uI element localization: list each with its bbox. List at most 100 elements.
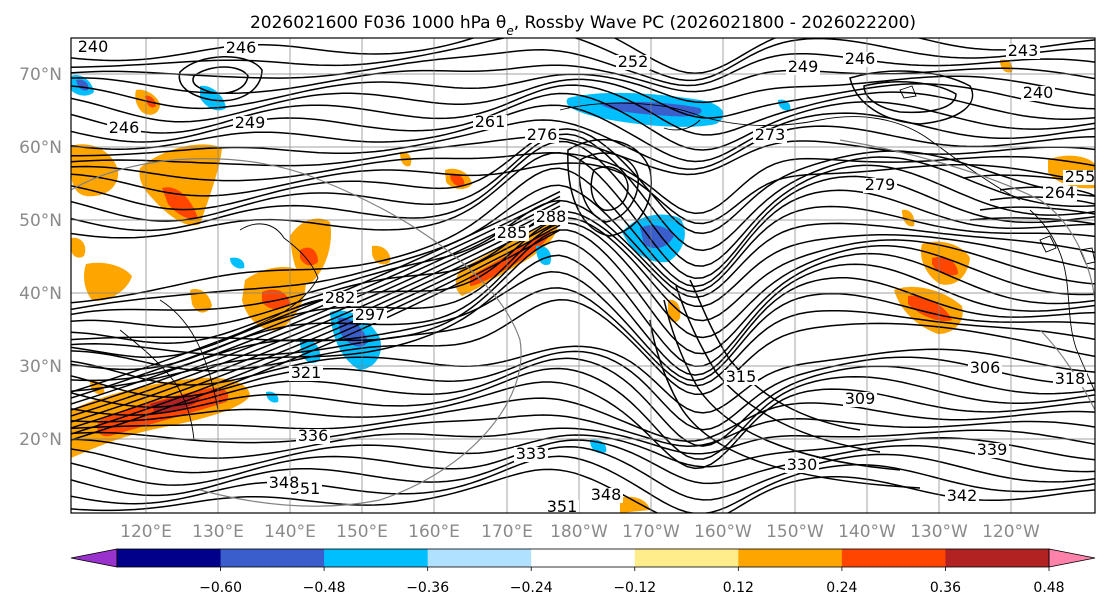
contour-label-bg (724, 370, 758, 385)
contour-label: 249 (788, 57, 819, 76)
contour-label: 309 (845, 389, 876, 408)
jet-contour (71, 224, 561, 435)
contour-label-bg (843, 52, 877, 67)
contour-line (71, 427, 1095, 459)
contour-line (71, 49, 1095, 87)
contour-line (71, 151, 1095, 280)
longitude-label: 140°W (838, 522, 896, 542)
contour-label: 348 (269, 473, 300, 492)
jet-contour (71, 190, 561, 393)
latitude-label: 70°N (19, 65, 62, 85)
longitude-labels: 120°E 130°E 140°E 150°E 160°E 170°E 180°W 170°W… (120, 522, 1040, 542)
contour-line (71, 152, 1095, 215)
contour-label: 348 (591, 485, 622, 504)
colorbar-tick-label: 0.12 (723, 580, 754, 596)
contour-label-bg (1043, 186, 1077, 201)
contour-label: 252 (618, 52, 649, 71)
contour-line (71, 350, 1095, 431)
contour-label-bg (1006, 44, 1040, 59)
contour-label-bg (1021, 86, 1055, 101)
contour-line (71, 119, 1095, 170)
contour-label: 318 (1055, 369, 1086, 388)
longitude-label: 130°W (910, 522, 968, 542)
contour-line (71, 287, 1095, 387)
colorbar-segment (738, 549, 843, 567)
colorbar: −0.60 −0.48 −0.36 −0.24 −0.12 0.12 0.24 0.36 0.4… (70, 548, 1096, 596)
jet-contour (71, 200, 561, 405)
contour-label: 264 (1045, 183, 1076, 202)
colorbar-segment (427, 549, 532, 567)
latitude-label: 60°N (19, 138, 62, 158)
contour-line (71, 445, 1095, 501)
jet-contour (71, 219, 561, 429)
longitude-label: 120°E (120, 522, 172, 542)
contour-label-bg (545, 500, 579, 513)
colorbar-tick-label: 0.24 (826, 580, 857, 596)
contour-label-bg (514, 447, 548, 462)
latitude-label: 20°N (19, 430, 62, 450)
jet-contour (71, 210, 561, 417)
contour-line (71, 167, 1095, 304)
contour-label-bg (224, 41, 258, 56)
longitude-label: 170°E (481, 522, 533, 542)
contour-label-bg (525, 128, 559, 143)
contour-label: 240 (78, 37, 109, 56)
colorbar-tick-label: −0.48 (303, 580, 346, 596)
colorbar-extend-max (1048, 548, 1096, 568)
contour-label-bg (296, 429, 330, 444)
contour-label: 288 (536, 207, 567, 226)
latitude-label: 50°N (19, 211, 62, 231)
colorbar-extend-min (70, 548, 118, 568)
map-panel: 240 246 252 249 246 243 240 246 249 261 276 279 273 2… (71, 37, 1096, 513)
coastlines (119, 85, 1095, 441)
contour-label-bg (975, 443, 1009, 458)
contour-label-bg (843, 392, 877, 407)
latitude-label: 30°N (19, 357, 62, 377)
contour-label-bg (786, 60, 820, 75)
longitude-label: 150°W (766, 522, 824, 542)
contour-line (71, 468, 1095, 513)
colorbar-tick-label: −0.24 (510, 580, 553, 596)
latitude-label: 40°N (19, 284, 62, 304)
contour-label: 321 (291, 363, 322, 382)
contour-line (71, 210, 1095, 328)
contour-line (71, 104, 1095, 163)
longitude-label: 130°E (192, 522, 244, 542)
longitude-label: 160°W (694, 522, 752, 542)
contour-label: 336 (298, 426, 329, 445)
contour-label-bg (323, 291, 357, 306)
contour-line (71, 439, 1095, 486)
contour-label: 255 (1065, 167, 1096, 186)
contour-line (71, 414, 1095, 447)
longitude-label: 160°E (408, 522, 460, 542)
contour-line (71, 397, 1095, 442)
contour-label: 273 (755, 125, 786, 144)
contour-label-bg (233, 116, 267, 131)
jet-contour (71, 195, 561, 399)
contour-label: 240 (1023, 83, 1054, 102)
colorbar-tick-label: −0.60 (199, 580, 242, 596)
contour-label: 315 (726, 367, 757, 386)
contour-label-bg (473, 115, 507, 130)
contour-line (71, 38, 1095, 82)
contour-label: 279 (865, 175, 896, 194)
colorbar-segment (531, 549, 636, 567)
map-frame (70, 37, 1096, 514)
colorbar-segment (324, 549, 429, 567)
projection-circles (71, 139, 1095, 507)
contour-label: 285 (497, 223, 528, 242)
colorbar-tick-label: 0.48 (1033, 580, 1064, 596)
theta-e-contours (71, 38, 1095, 513)
jet-contour (71, 205, 561, 411)
contour-label: 333 (516, 444, 547, 463)
contour-line (71, 299, 1095, 396)
contour-label-bg (1053, 372, 1087, 387)
contour-line (71, 357, 1095, 447)
contour-line (71, 73, 1095, 110)
contour-label-bg (968, 361, 1002, 376)
contour-label: 246 (109, 118, 140, 137)
contour-label: 339 (977, 440, 1008, 459)
contour-label: 249 (235, 113, 266, 132)
colorbar-segment (841, 549, 946, 567)
